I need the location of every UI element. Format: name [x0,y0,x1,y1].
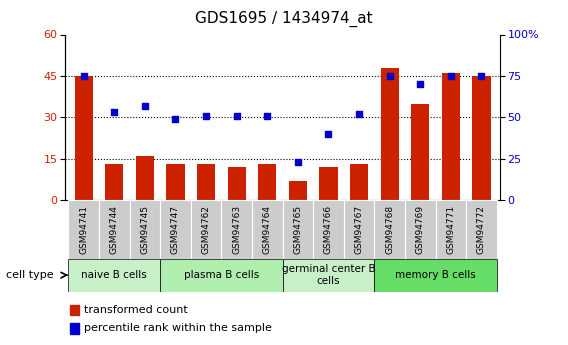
Bar [319,167,337,200]
Point [263,113,272,118]
Text: germinal center B
cells: germinal center B cells [282,264,375,286]
Text: GSM94745: GSM94745 [140,205,149,254]
Bar [228,167,246,200]
Bar [411,104,429,200]
Text: GSM94764: GSM94764 [263,205,272,254]
Point [140,103,149,108]
Bar [160,259,283,292]
Point [385,73,394,79]
Text: GSM94747: GSM94747 [171,205,180,254]
Bar [105,164,123,200]
Bar [70,305,79,315]
Bar [74,76,93,200]
Point [293,159,302,165]
Bar [99,200,130,259]
Text: GSM94768: GSM94768 [385,205,394,254]
Bar [68,200,99,259]
Bar [374,259,497,292]
Bar [436,200,466,259]
Bar [136,156,154,200]
Bar [252,200,283,259]
Text: GSM94772: GSM94772 [477,205,486,254]
Text: naive B cells: naive B cells [81,270,147,280]
Text: GSM94769: GSM94769 [416,205,425,254]
Bar [258,164,277,200]
Text: memory B cells: memory B cells [395,270,476,280]
Bar [313,200,344,259]
Bar [374,200,405,259]
Bar [68,259,160,292]
Bar [222,200,252,259]
Text: GDS1695 / 1434974_at: GDS1695 / 1434974_at [195,10,373,27]
Bar [197,164,215,200]
Bar [350,164,368,200]
Point [446,73,456,79]
Point [324,131,333,137]
Bar [442,73,460,200]
Text: cell type: cell type [6,270,53,280]
Bar [166,164,185,200]
Text: plasma B cells: plasma B cells [184,270,259,280]
Text: GSM94766: GSM94766 [324,205,333,254]
Text: GSM94771: GSM94771 [446,205,456,254]
Bar [289,181,307,200]
Text: GSM94767: GSM94767 [354,205,364,254]
Point [110,110,119,115]
Bar [283,200,313,259]
Text: GSM94763: GSM94763 [232,205,241,254]
Point [232,113,241,118]
Bar [160,200,191,259]
Text: GSM94762: GSM94762 [202,205,211,254]
Text: GSM94744: GSM94744 [110,205,119,254]
Text: transformed count: transformed count [83,305,187,315]
Point [202,113,211,118]
Text: percentile rank within the sample: percentile rank within the sample [83,323,272,333]
Bar [70,323,79,334]
Bar [130,200,160,259]
Bar [405,200,436,259]
Point [477,73,486,79]
Text: GSM94765: GSM94765 [294,205,302,254]
Bar [473,76,491,200]
Bar [344,200,374,259]
Point [171,116,180,122]
Point [416,81,425,87]
Point [354,111,364,117]
Point [79,73,88,79]
Text: GSM94741: GSM94741 [79,205,88,254]
Bar [283,259,374,292]
Bar [191,200,222,259]
Bar [381,68,399,200]
Bar [466,200,497,259]
